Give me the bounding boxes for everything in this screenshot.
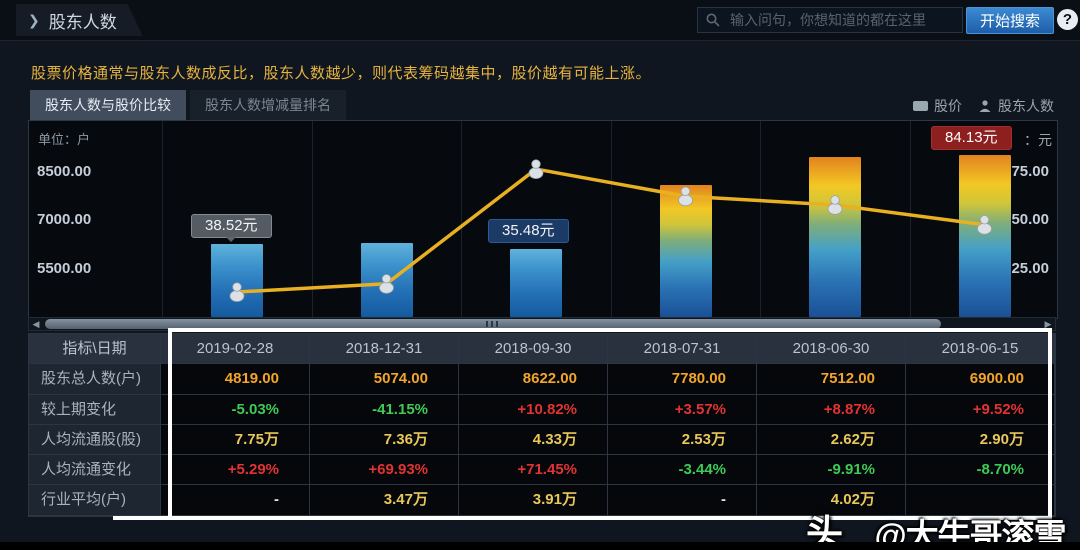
price-bar[interactable] xyxy=(510,249,562,317)
table-cell: 4.02万 xyxy=(757,485,906,516)
table-cell: -9.91% xyxy=(757,455,906,486)
table-cell: 3.47万 xyxy=(310,485,459,516)
table-row-label: 股东总人数(户) xyxy=(29,364,161,395)
gridline xyxy=(909,121,911,318)
person-marker-icon xyxy=(528,159,544,179)
price-tooltip: 35.48元 xyxy=(488,219,569,243)
bottom-strip xyxy=(0,542,1080,550)
price-bar[interactable] xyxy=(211,243,263,317)
right-axis-tick: 75.00 xyxy=(1011,163,1049,180)
table-cell: 6900.00 xyxy=(906,364,1055,395)
table-cell: +71.45% xyxy=(459,455,608,486)
price-bar[interactable] xyxy=(360,242,413,317)
shareholder-data-table: 指标\日期 2019-02-28 2018-12-31 2018-09-30 2018-… xyxy=(28,333,1056,517)
table-cell: - xyxy=(608,485,757,516)
price-bar[interactable] xyxy=(659,184,712,317)
left-axis-tick: 5500.00 xyxy=(37,260,92,277)
page-title: ❯ 股东人数 xyxy=(16,4,143,36)
table-cell: 2.53万 xyxy=(608,424,757,456)
tab-count-vs-price[interactable]: 股东人数与股价比较 xyxy=(30,90,186,120)
table-cell: +69.93% xyxy=(310,455,459,486)
person-icon xyxy=(979,100,991,112)
combo-chart: 单位：户 ：元 8500.00 7000.00 5500.00 75.00 50… xyxy=(28,120,1058,319)
gridline xyxy=(162,121,164,318)
table-date-header: 2018-06-15 xyxy=(906,334,1055,365)
table-cell: 2.90万 xyxy=(906,424,1055,456)
scroll-right-arrow-icon[interactable]: ▶ xyxy=(1044,319,1052,329)
search-box[interactable] xyxy=(697,7,963,33)
table-date-header: 2019-02-28 xyxy=(161,334,310,365)
table-date-header: 2018-06-30 xyxy=(757,334,906,365)
table-cell: 4.33万 xyxy=(459,424,608,456)
legend-item-holders: 股东人数 xyxy=(978,96,1054,116)
table-row-label: 人均流通股(股) xyxy=(29,424,161,456)
table-cell: -3.44% xyxy=(608,455,757,486)
price-bar[interactable] xyxy=(809,156,861,317)
right-axis-tick: 50.00 xyxy=(1011,211,1049,228)
table-cell: -41.15% xyxy=(310,394,459,425)
left-axis-tick: 8500.00 xyxy=(37,163,92,180)
table-date-header: 2018-09-30 xyxy=(459,334,608,365)
legend-item-price: 股价 xyxy=(913,96,962,116)
table-cell: +3.57% xyxy=(608,394,757,425)
legend-holders-label: 股东人数 xyxy=(998,98,1054,114)
page-title-text: 股东人数 xyxy=(48,12,117,32)
scroll-left-arrow-icon[interactable]: ◀ xyxy=(32,319,40,329)
table-row-label: 较上期变化 xyxy=(29,394,161,425)
table-cell: 8622.00 xyxy=(459,364,608,395)
chevron-right-icon: ❯ xyxy=(28,11,40,28)
table-cell: -5.03% xyxy=(161,394,310,425)
table-cell: -8.70% xyxy=(906,455,1055,486)
table-cell: 3.91万 xyxy=(459,485,608,516)
left-axis-unit: 单位：户 xyxy=(38,132,91,147)
right-axis-unit: ：元 xyxy=(1024,132,1052,148)
table-cell: 2.62万 xyxy=(757,424,906,456)
table-date-header: 2018-07-31 xyxy=(608,334,757,365)
table-cell: 7780.00 xyxy=(608,364,757,395)
chart-legend: 股价 股东人数 xyxy=(913,96,1054,116)
speech-bubble-icon xyxy=(913,101,928,111)
table-cell: +10.82% xyxy=(459,394,608,425)
start-search-button[interactable]: 开始搜索 xyxy=(966,7,1054,34)
table-corner-header: 指标\日期 xyxy=(29,334,161,365)
gridline xyxy=(610,121,612,318)
price-highlight-badge: 84.13元 xyxy=(931,126,1012,150)
gridline xyxy=(311,121,313,318)
search-icon xyxy=(706,13,720,27)
tab-bar: 股东人数与股价比较 股东人数增减量排名 xyxy=(30,90,346,120)
scrollbar-grip-icon xyxy=(486,321,500,327)
chart-horizontal-scrollbar[interactable]: ◀ ▶ xyxy=(28,317,1056,331)
table-cell: 7.75万 xyxy=(161,424,310,456)
table-date-header: 2018-12-31 xyxy=(310,334,459,365)
table-cell: 5074.00 xyxy=(310,364,459,395)
legend-price-label: 股价 xyxy=(934,98,962,114)
table-cell: +9.52% xyxy=(906,394,1055,425)
table-cell: - xyxy=(161,485,310,516)
table-row-label: 行业平均(户) xyxy=(29,485,161,516)
top-bar: ❯ 股东人数 开始搜索 ? xyxy=(0,0,1080,41)
gridline xyxy=(760,121,762,318)
left-axis-tick: 7000.00 xyxy=(37,211,92,228)
table-row-label: 人均流通变化 xyxy=(29,455,161,486)
price-bar[interactable] xyxy=(958,155,1011,317)
table-cell: +5.29% xyxy=(161,455,310,486)
hint-text: 股票价格通常与股东人数成反比，股东人数越少，则代表筹码越集中，股价越有可能上涨。 xyxy=(31,65,652,82)
price-tooltip: 38.52元 xyxy=(191,214,272,242)
table-cell: 7.36万 xyxy=(310,424,459,456)
table-cell: 4819.00 xyxy=(161,364,310,395)
table-cell: +8.87% xyxy=(757,394,906,425)
table-cell xyxy=(906,485,1055,516)
gridline xyxy=(461,121,463,318)
scrollbar-thumb[interactable] xyxy=(45,319,941,329)
right-axis-tick: 25.00 xyxy=(1011,260,1049,277)
search-input[interactable] xyxy=(728,11,954,29)
table-cell: 7512.00 xyxy=(757,364,906,395)
tab-change-ranking[interactable]: 股东人数增减量排名 xyxy=(190,90,346,120)
help-icon[interactable]: ? xyxy=(1057,9,1078,30)
